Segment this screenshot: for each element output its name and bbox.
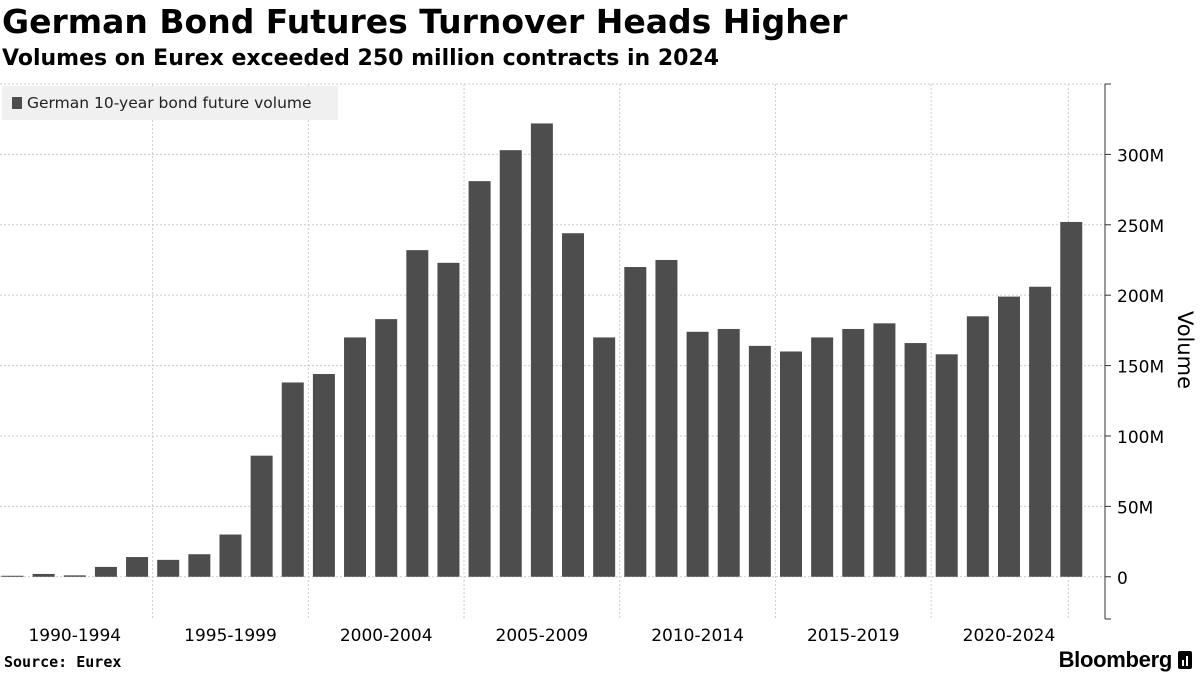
bar-1999 xyxy=(281,382,304,577)
bar-chart-icon xyxy=(1178,651,1192,669)
chart-title: German Bond Futures Turnover Heads Highe… xyxy=(2,2,848,41)
legend-background xyxy=(2,86,338,120)
bar-2003 xyxy=(406,250,429,577)
bar-1994 xyxy=(126,557,149,577)
bar-2024 xyxy=(1060,221,1083,577)
bar-2007 xyxy=(530,123,553,577)
bar-1997 xyxy=(219,534,242,577)
x-tick-label: 1990-1994 xyxy=(28,626,121,646)
bloomberg-logo: Bloomberg xyxy=(1059,648,1192,672)
legend-swatch xyxy=(12,97,22,109)
bar-2018 xyxy=(873,323,896,577)
x-tick-label: 2010-2014 xyxy=(651,626,744,646)
source-note: Source: Eurex xyxy=(4,653,122,671)
bar-2013 xyxy=(717,328,740,577)
bar-2005 xyxy=(468,181,491,577)
bar-2012 xyxy=(686,331,709,577)
bar-1990 xyxy=(1,575,24,577)
x-tick-label: 2015-2019 xyxy=(807,626,900,646)
bar-1992 xyxy=(63,575,86,577)
bar-2002 xyxy=(375,319,398,577)
bar-2014 xyxy=(748,345,771,577)
bar-2011 xyxy=(655,259,678,577)
bar-1993 xyxy=(94,566,117,577)
y-tick-label: 50M xyxy=(1117,498,1153,518)
x-axis-labels: 1990-1994 1995-1999 2000-2004 2005-2009 2010… xyxy=(28,626,1055,646)
y-axis: 0 50M 100M 150M 200M 250M 300M xyxy=(1104,83,1164,620)
bar-2004 xyxy=(437,262,460,577)
y-tick-label: 250M xyxy=(1117,217,1164,237)
bar-2017 xyxy=(842,328,865,577)
x-tick-label: 2005-2009 xyxy=(496,626,589,646)
bar-2010 xyxy=(624,267,647,577)
x-tick-label: 1995-1999 xyxy=(184,626,277,646)
bar-2000 xyxy=(312,374,335,577)
x-tick-label: 2020-2024 xyxy=(963,626,1056,646)
bar-2015 xyxy=(780,351,802,577)
bar-1995 xyxy=(157,559,180,577)
bar-2020 xyxy=(935,354,958,577)
y-tick-label: 200M xyxy=(1117,287,1164,307)
bar-2006 xyxy=(499,150,522,577)
brand-name: Bloomberg xyxy=(1058,647,1173,672)
bar-1998 xyxy=(250,455,273,577)
bar-2016 xyxy=(811,337,834,577)
bar-1991 xyxy=(32,573,55,577)
y-tick-label: 0 xyxy=(1117,569,1128,589)
y-tick-label: 300M xyxy=(1117,146,1164,166)
y-tick-label: 150M xyxy=(1117,358,1164,378)
bar-2022 xyxy=(997,296,1020,577)
y-tick-label: 100M xyxy=(1117,428,1164,448)
legend-label: German 10-year bond future volume xyxy=(27,94,312,112)
bars xyxy=(1,123,1083,577)
bar-2019 xyxy=(904,343,927,577)
bar-2023 xyxy=(1029,286,1052,577)
x-tick-label: 2000-2004 xyxy=(340,626,433,646)
bar-2008 xyxy=(562,233,585,577)
legend: German 10-year bond future volume xyxy=(2,86,338,120)
bar-2001 xyxy=(344,337,367,577)
chart-subtitle: Volumes on Eurex exceeded 250 million co… xyxy=(2,46,720,71)
bar-2009 xyxy=(593,337,616,577)
bar-2021 xyxy=(966,316,989,577)
y-axis-label: Volume xyxy=(1173,311,1197,389)
bar-1996 xyxy=(188,554,211,577)
